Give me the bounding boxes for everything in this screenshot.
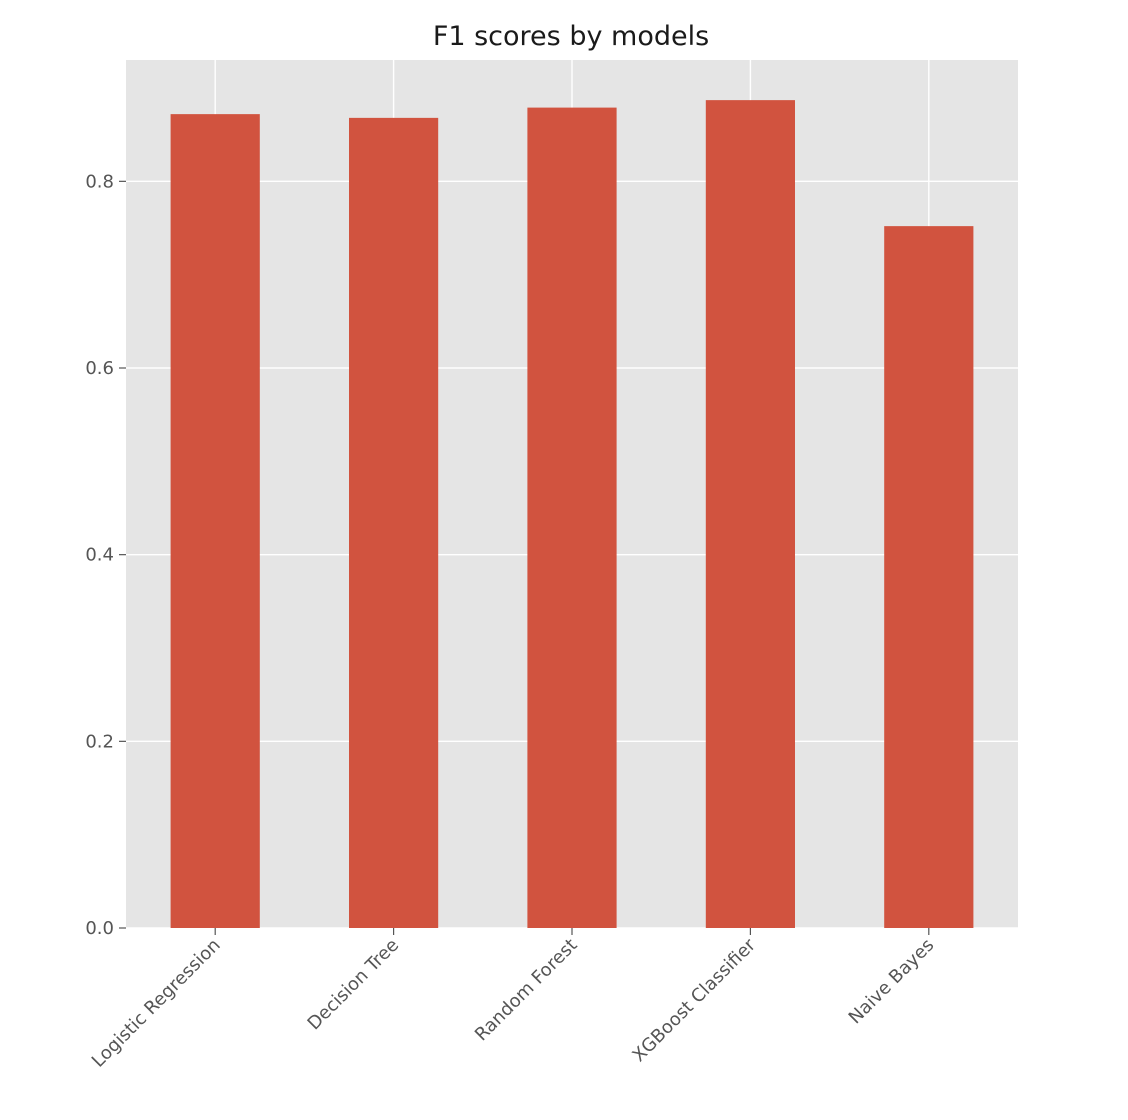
bar — [884, 226, 974, 929]
x-tick-label: Naive Bayes — [845, 935, 939, 1029]
x-axis: Logistic Regression Decision Tree Random F… — [88, 928, 939, 1072]
x-tick-label: Decision Tree — [304, 935, 404, 1035]
bar — [705, 100, 795, 929]
x-tick-label: XGBoost Classifier — [628, 934, 760, 1066]
y-tick-label: 0.6 — [85, 358, 114, 379]
x-tick-label: Random Forest — [471, 935, 582, 1046]
bar — [527, 107, 617, 929]
y-tick-label: 0.2 — [85, 731, 114, 752]
y-axis: 0.0 0.2 0.4 0.6 0.8 — [85, 171, 126, 939]
bars — [170, 100, 974, 929]
x-tick-label: Logistic Regression — [88, 935, 225, 1072]
bar — [170, 114, 260, 929]
y-tick-label: 0.4 — [85, 545, 114, 566]
y-tick-label: 0.8 — [85, 171, 114, 192]
y-tick-label: 0.0 — [85, 918, 114, 939]
bar — [349, 117, 439, 928]
chart-title: F1 scores by models — [433, 21, 709, 52]
